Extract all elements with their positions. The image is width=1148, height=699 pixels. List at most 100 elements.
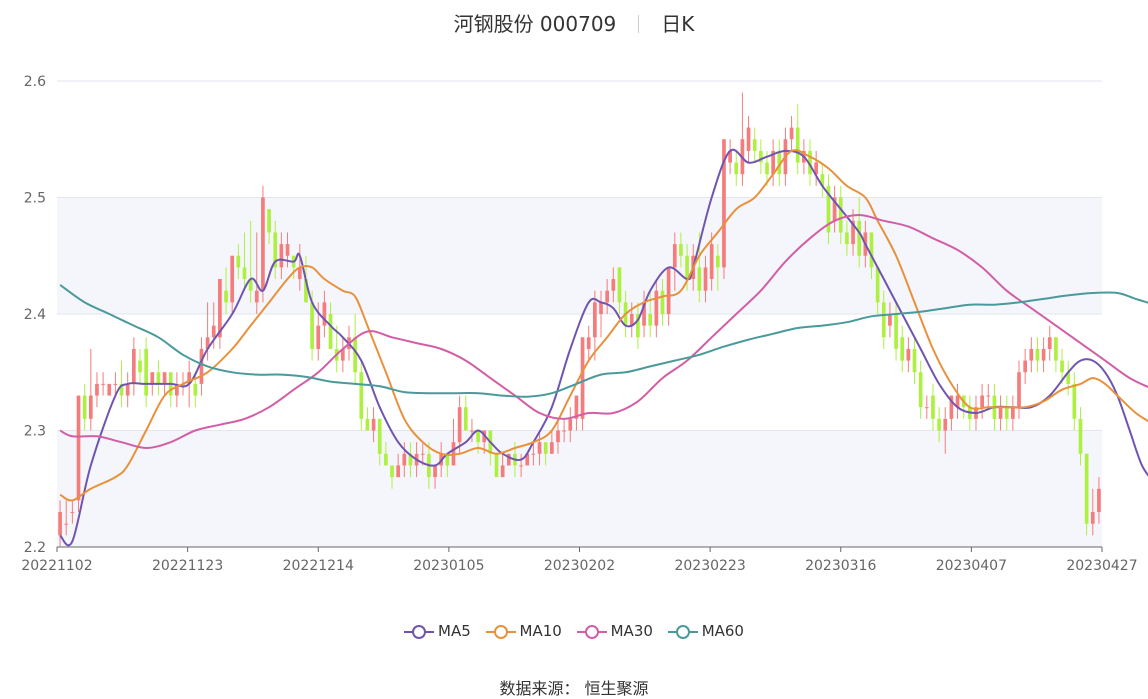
legend-item-ma30[interactable]: MA30 [576,622,653,640]
candle [986,395,991,397]
candle [248,279,253,291]
candle [340,348,345,361]
candle [937,418,941,431]
candle [1097,488,1101,513]
candle [1084,453,1089,524]
title-divider [638,15,640,33]
candle [697,267,702,291]
candle [568,418,573,431]
legend-label-ma30: MA30 [610,622,653,640]
candle [199,348,204,384]
candle [709,244,714,280]
candle [304,279,308,303]
candle [433,465,437,478]
candle [384,453,388,466]
series-line-ma5 [59,148,1148,547]
x-tick-label: 20230316 [805,558,876,574]
candle [543,442,548,454]
candle [131,348,136,384]
candle [408,453,413,466]
candle [660,290,665,314]
candle [629,314,634,326]
candle [1078,418,1083,454]
x-tick-label: 20221102 [21,558,92,574]
candle [826,185,831,233]
candle [297,267,302,280]
candle [906,348,911,361]
x-tick-label: 20230223 [674,558,745,574]
candle [869,232,874,268]
candle [777,150,782,175]
candle [1090,512,1095,524]
candle [1004,407,1009,419]
stock-name: 河钢股份 000709 [453,12,617,36]
candle [814,162,819,175]
candle [832,197,837,221]
candle [457,407,462,443]
chart-title: 河钢股份 000709 日K [0,8,1148,37]
candle [150,372,155,384]
candle [734,162,739,175]
candle [537,442,542,454]
candle [193,383,198,396]
y-tick-label: 2.2 [24,540,46,556]
candle [162,372,167,384]
candle [593,302,597,338]
candle [857,220,862,256]
candle [500,465,505,478]
candle [795,127,800,163]
candle [838,197,843,233]
candle [611,279,616,291]
candle [396,465,401,478]
candle [789,127,794,140]
candle [918,372,923,408]
candle [328,314,333,349]
x-tick-label: 20230105 [413,558,484,574]
candle [402,453,407,466]
candle [949,395,954,419]
candle [285,244,290,256]
candle [242,267,247,280]
candle [377,418,382,454]
candle [746,127,751,151]
x-tick-label: 20221123 [152,558,223,574]
candle [506,453,511,466]
series-line-ma10 [59,149,1148,502]
candle [722,139,726,268]
candle [175,383,179,396]
candle [187,372,192,384]
legend-item-ma60[interactable]: MA60 [667,622,744,640]
candle [642,302,646,326]
candle [316,325,321,349]
candle [365,418,370,431]
candle [562,430,566,432]
candle [88,395,93,419]
candle [107,383,112,396]
candle [273,232,278,268]
candle [1023,360,1028,373]
period-label: 日K [661,12,695,36]
candle [76,395,81,501]
x-tick-label: 20230407 [936,558,1007,574]
candle [845,232,849,245]
candle [82,395,87,419]
candle [912,348,917,373]
candle [943,418,948,431]
candle [881,302,886,338]
candle [1047,337,1052,349]
candle [58,512,62,536]
candle [70,512,75,514]
candle [353,337,357,373]
legend-item-ma5[interactable]: MA5 [404,622,471,640]
candle [574,395,579,419]
legend: MA5 MA10 MA30 MA60 [0,622,1148,640]
candle [1011,407,1015,419]
candle [138,360,142,373]
candle [156,372,161,384]
candle [218,279,222,338]
candle [980,395,984,408]
legend-item-ma10[interactable]: MA10 [485,622,562,640]
grid-band [57,197,1102,314]
candle [599,302,603,314]
series-line-ma30 [59,214,1148,449]
